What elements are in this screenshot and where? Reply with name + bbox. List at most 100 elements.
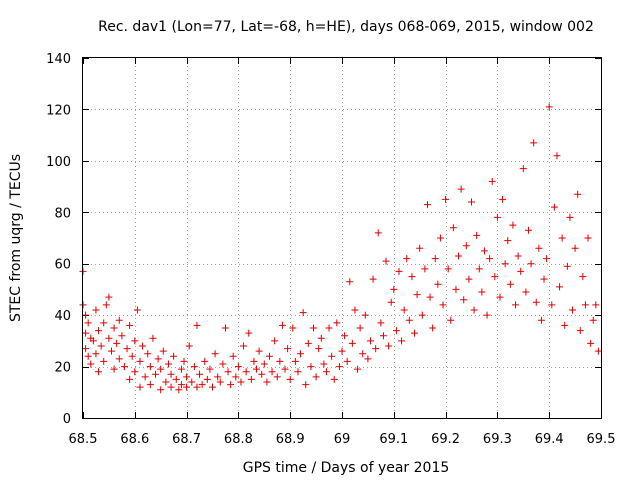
data-point <box>556 283 564 291</box>
data-point <box>473 231 481 239</box>
data-point <box>333 319 341 327</box>
data-point <box>196 370 204 378</box>
data-point <box>87 360 95 368</box>
y-tick-label: 20 <box>54 361 71 376</box>
data-point <box>177 381 185 389</box>
y-tick-label: 80 <box>54 206 71 221</box>
data-point <box>175 386 183 394</box>
data-point <box>97 342 105 350</box>
data-point <box>89 337 97 345</box>
data-point <box>271 337 279 345</box>
data-point <box>209 383 216 391</box>
data-point <box>465 275 473 283</box>
data-point <box>167 383 175 391</box>
data-point <box>211 350 219 358</box>
data-point <box>227 381 235 389</box>
y-tick-label: 60 <box>54 258 71 273</box>
data-point <box>330 375 338 383</box>
data-point <box>219 360 227 368</box>
gridlines <box>83 58 601 418</box>
data-point <box>110 324 118 332</box>
data-point <box>574 190 582 198</box>
data-point <box>584 234 592 242</box>
data-point <box>84 352 92 360</box>
data-point <box>491 273 499 281</box>
data-point <box>514 252 522 260</box>
data-point <box>488 177 496 185</box>
data-point <box>317 334 325 342</box>
data-point <box>579 273 587 281</box>
data-point <box>247 375 255 383</box>
data-point <box>107 347 115 355</box>
data-point <box>338 347 346 355</box>
data-point <box>297 350 305 358</box>
data-point <box>201 357 209 365</box>
data-point <box>133 306 141 314</box>
data-point <box>159 347 167 355</box>
data-point <box>439 301 447 309</box>
data-point <box>405 316 413 324</box>
data-point <box>289 324 297 332</box>
data-point <box>517 267 525 275</box>
data-point <box>84 319 92 327</box>
data-point <box>374 229 382 237</box>
data-point <box>512 301 520 309</box>
x-tick-label: 69 <box>334 432 351 447</box>
data-point <box>403 255 411 263</box>
data-point <box>411 329 419 337</box>
data-point <box>320 360 328 368</box>
data-point <box>82 311 90 319</box>
data-point <box>286 375 294 383</box>
data-point <box>304 339 312 347</box>
data-point <box>343 357 351 365</box>
x-tick-label: 68.9 <box>276 432 305 447</box>
data-point <box>524 226 532 234</box>
data-point <box>356 324 364 332</box>
data-point <box>232 373 240 381</box>
data-point <box>444 265 452 273</box>
x-tick-label: 68.8 <box>224 432 253 447</box>
data-point <box>203 375 211 383</box>
data-point <box>105 334 113 342</box>
data-point <box>113 339 121 347</box>
chart-title: Rec. dav1 (Lon=77, Lat=-68, h=HE), days … <box>98 19 594 35</box>
data-point <box>366 337 374 345</box>
data-point <box>294 368 302 376</box>
data-point <box>418 311 426 319</box>
data-point <box>423 201 431 209</box>
data-point <box>164 360 172 368</box>
data-point <box>144 350 152 358</box>
data-point <box>185 342 193 350</box>
data-point <box>449 224 457 232</box>
data-point <box>139 342 147 350</box>
data-point <box>442 195 450 203</box>
y-axis-label: STEC from uqrg / TECUs <box>8 154 24 322</box>
data-point <box>447 316 455 324</box>
data-point <box>483 311 491 319</box>
data-point <box>131 368 139 376</box>
data-point <box>509 221 517 229</box>
data-point <box>400 306 408 314</box>
data-point <box>234 363 242 371</box>
data-point <box>486 255 494 263</box>
data-point <box>92 306 100 314</box>
data-point <box>398 337 406 345</box>
data-point <box>455 252 463 260</box>
data-point <box>504 237 512 245</box>
data-point <box>149 334 157 342</box>
data-point <box>198 381 206 389</box>
data-point <box>395 267 403 275</box>
data-point <box>162 378 170 386</box>
data-point <box>594 347 602 355</box>
data-point <box>387 298 395 306</box>
data-point <box>364 355 372 363</box>
data-point <box>126 321 134 329</box>
data-point <box>346 278 354 286</box>
data-point <box>563 262 571 270</box>
data-point <box>183 383 191 391</box>
data-point <box>136 383 144 391</box>
data-point <box>95 368 103 376</box>
data-point <box>123 345 131 353</box>
data-point <box>115 355 123 363</box>
